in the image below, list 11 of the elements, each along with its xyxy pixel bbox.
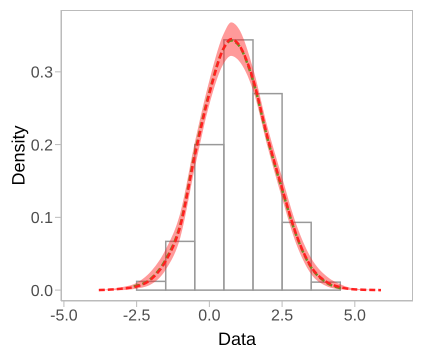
y-tick-label: 0.1 [30, 210, 54, 228]
y-tick-label: 0.3 [30, 64, 54, 82]
x-tick-label: 2.5 [270, 307, 294, 324]
y-tick-label: 0.0 [30, 282, 54, 300]
y-axis-title: Density [8, 125, 28, 186]
x-tick-label: 5.0 [344, 307, 366, 324]
x-tick-label: 0.0 [198, 307, 221, 324]
x-axis-title: Data [218, 329, 257, 349]
x-tick-label: -2.5 [122, 307, 151, 324]
y-tick-label: 0.2 [30, 137, 54, 154]
x-tick-label: -5.0 [50, 307, 78, 324]
